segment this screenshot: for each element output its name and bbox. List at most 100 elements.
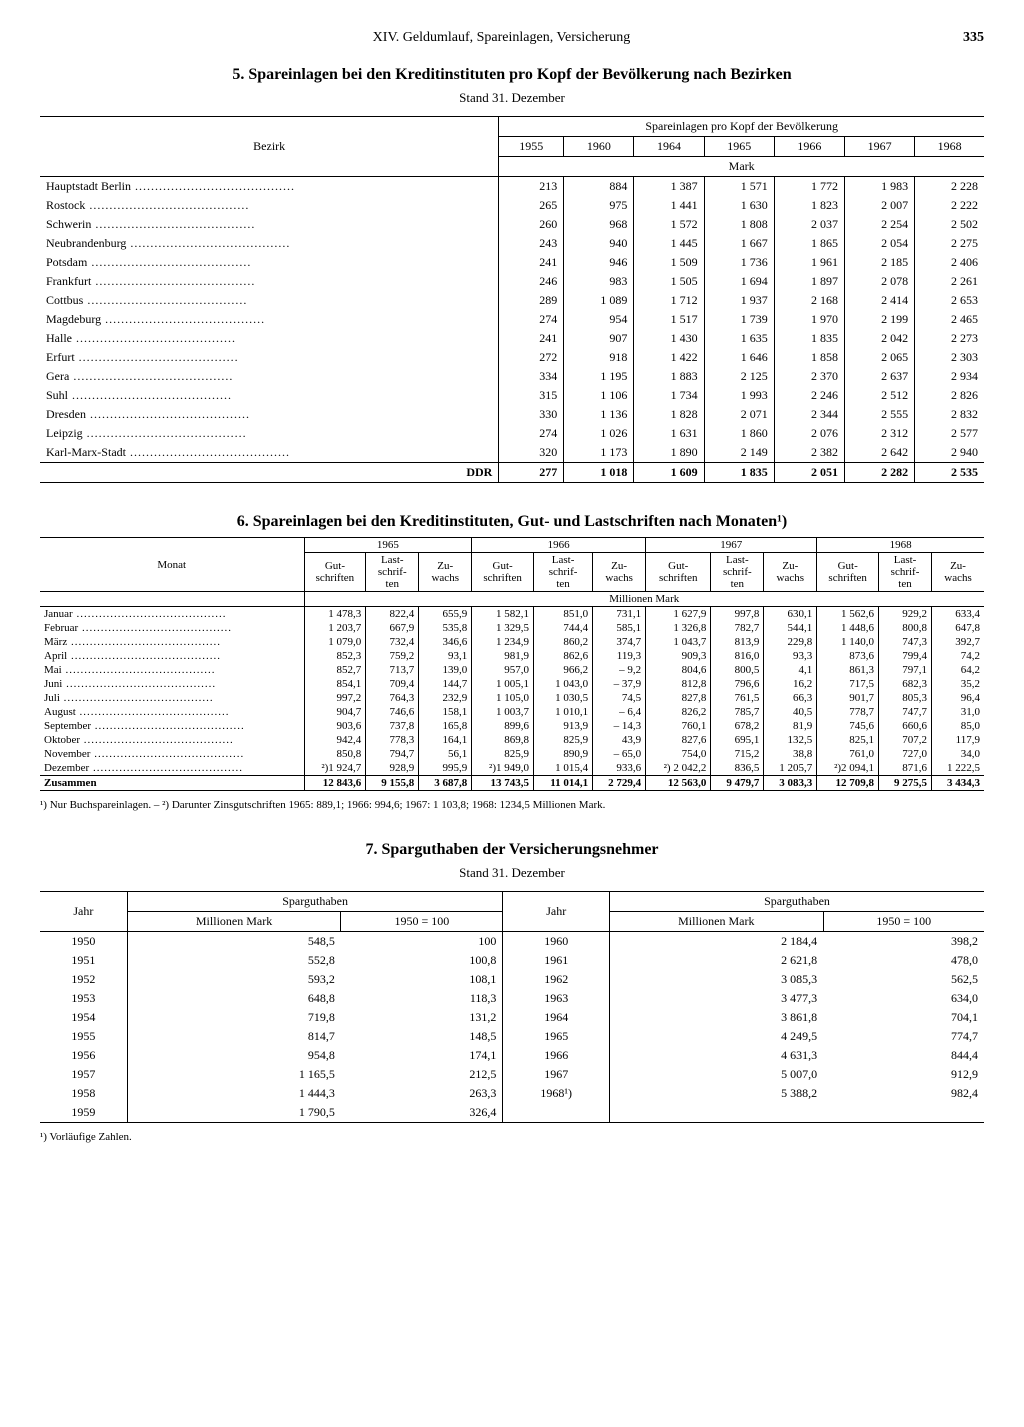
cell: 2 222 bbox=[915, 196, 984, 215]
year: 1951 bbox=[40, 951, 127, 970]
cell: 778,3 bbox=[366, 733, 419, 747]
cell: 2 832 bbox=[915, 405, 984, 424]
cell: 813,9 bbox=[711, 635, 764, 649]
chapter-heading: XIV. Geldumlauf, Spareinlagen, Versicher… bbox=[373, 30, 631, 46]
cell: 822,4 bbox=[366, 607, 419, 622]
cell: 1 030,5 bbox=[533, 691, 592, 705]
cell: 478,0 bbox=[823, 951, 984, 970]
cell: 1 858 bbox=[774, 348, 844, 367]
total-cell: 9 155,8 bbox=[366, 776, 419, 791]
cell: 997,2 bbox=[304, 691, 366, 705]
region-name: Leipzig bbox=[40, 424, 499, 443]
cell: 100,8 bbox=[341, 951, 503, 970]
cell: 2 071 bbox=[704, 405, 774, 424]
cell: 719,8 bbox=[127, 1008, 341, 1027]
cell: 274 bbox=[499, 424, 564, 443]
cell: ²)1 949,0 bbox=[472, 761, 534, 776]
cell: 2 555 bbox=[844, 405, 914, 424]
cell: 852,7 bbox=[304, 663, 366, 677]
cell: 816,0 bbox=[711, 649, 764, 663]
cell: 871,6 bbox=[879, 761, 932, 776]
cell: 3 085,3 bbox=[610, 970, 824, 989]
cell: 562,5 bbox=[823, 970, 984, 989]
cell: 1 983 bbox=[844, 177, 914, 197]
year-col: 1960 bbox=[564, 137, 634, 157]
cell: 274 bbox=[499, 310, 564, 329]
cell: 860,2 bbox=[533, 635, 592, 649]
table7-footnote: ¹) Vorläufige Zahlen. bbox=[40, 1131, 984, 1143]
total-cell: 3 687,8 bbox=[419, 776, 472, 791]
cell: 346,6 bbox=[419, 635, 472, 649]
cell: ²)1 924,7 bbox=[304, 761, 366, 776]
month-name: Februar bbox=[40, 621, 304, 635]
cell: 2 826 bbox=[915, 386, 984, 405]
total-cell: 12 843,6 bbox=[304, 776, 366, 791]
cell: 320 bbox=[499, 443, 564, 463]
cell: 16,2 bbox=[764, 677, 817, 691]
cell: 904,7 bbox=[304, 705, 366, 719]
cell: 709,4 bbox=[366, 677, 419, 691]
cell: 928,9 bbox=[366, 761, 419, 776]
cell: 836,5 bbox=[711, 761, 764, 776]
cell: 5 007,0 bbox=[610, 1065, 824, 1084]
cell: 1 026 bbox=[564, 424, 634, 443]
subcol: Last- schrif- ten bbox=[533, 553, 592, 592]
cell: 1 003,7 bbox=[472, 705, 534, 719]
region-name: Halle bbox=[40, 329, 499, 348]
cell: 1 835 bbox=[774, 329, 844, 348]
table6-footnote: ¹) Nur Buchspareinlagen. – ²) Darunter Z… bbox=[40, 799, 984, 811]
cell: 2 637 bbox=[844, 367, 914, 386]
subcol: Gut- schriften bbox=[817, 553, 879, 592]
cell: 2 199 bbox=[844, 310, 914, 329]
cell: 2 125 bbox=[704, 367, 774, 386]
cell: 660,6 bbox=[879, 719, 932, 733]
cell: 1 772 bbox=[774, 177, 844, 197]
year-col: 1968 bbox=[915, 137, 984, 157]
cell: 1 517 bbox=[634, 310, 704, 329]
cell: 942,4 bbox=[304, 733, 366, 747]
cell: 2 940 bbox=[915, 443, 984, 463]
cell: 165,8 bbox=[419, 719, 472, 733]
cell: 2 303 bbox=[915, 348, 984, 367]
cell: 732,4 bbox=[366, 635, 419, 649]
cell: 827,6 bbox=[646, 733, 711, 747]
cell: 2 512 bbox=[844, 386, 914, 405]
table5-title: 5. Spareinlagen bei den Kreditinstituten… bbox=[40, 66, 984, 84]
cell: 804,6 bbox=[646, 663, 711, 677]
year: 1952 bbox=[40, 970, 127, 989]
subcol: Gut- schriften bbox=[646, 553, 711, 592]
cell: 1 043,7 bbox=[646, 635, 711, 649]
cell: 731,1 bbox=[593, 607, 646, 622]
cell: – 14,3 bbox=[593, 719, 646, 733]
cell: 2 254 bbox=[844, 215, 914, 234]
cell: 946 bbox=[564, 253, 634, 272]
cell: 241 bbox=[499, 329, 564, 348]
cell: 232,9 bbox=[419, 691, 472, 705]
cell: 704,1 bbox=[823, 1008, 984, 1027]
year: 1950 bbox=[40, 932, 127, 952]
cell: 929,2 bbox=[879, 607, 932, 622]
total-cell: 3 083,3 bbox=[764, 776, 817, 791]
col-monat: Monat bbox=[40, 538, 304, 592]
cell: 2 184,4 bbox=[610, 932, 824, 952]
cell: 1 897 bbox=[774, 272, 844, 291]
region-name: Hauptstadt Berlin bbox=[40, 177, 499, 197]
cell: 754,0 bbox=[646, 747, 711, 761]
cell: 968 bbox=[564, 215, 634, 234]
year: 1965 bbox=[503, 1027, 610, 1046]
year-group: 1968 bbox=[817, 538, 984, 553]
cell: 678,2 bbox=[711, 719, 764, 733]
cell: 761,5 bbox=[711, 691, 764, 705]
cell: 954 bbox=[564, 310, 634, 329]
cell: 2 246 bbox=[774, 386, 844, 405]
cell: 727,0 bbox=[879, 747, 932, 761]
cell: 35,2 bbox=[932, 677, 984, 691]
month-name: Juni bbox=[40, 677, 304, 691]
cell: 1 865 bbox=[774, 234, 844, 253]
month-name: April bbox=[40, 649, 304, 663]
table7-subtitle: Stand 31. Dezember bbox=[40, 865, 984, 881]
cell: 648,8 bbox=[127, 989, 341, 1008]
cell: 957,0 bbox=[472, 663, 534, 677]
cell: 117,9 bbox=[932, 733, 984, 747]
year: 1955 bbox=[40, 1027, 127, 1046]
